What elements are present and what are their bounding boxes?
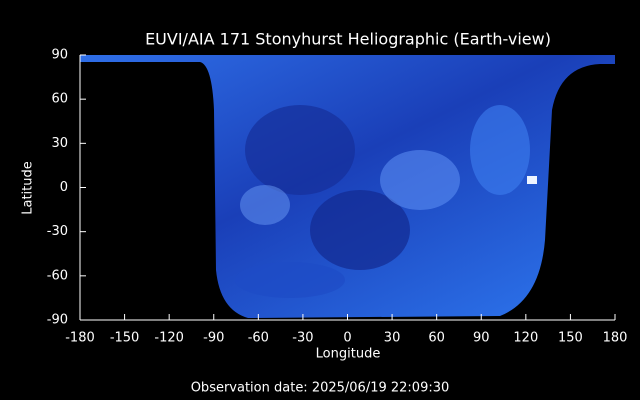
x-tick-label: 30 [384,331,401,346]
y-tick-label: 60 [51,92,68,107]
x-axis-label: Longitude [316,347,381,362]
map-texture [245,105,355,195]
x-tick-label: 60 [428,331,445,346]
x-tick-label: 150 [558,331,583,346]
map-texture [235,262,345,298]
map-texture [527,176,537,184]
y-tick-label: 0 [60,180,68,195]
map-image [80,55,615,318]
y-tick-label: 30 [51,136,68,151]
x-tick-label: 120 [513,331,538,346]
y-tick-label: -90 [47,313,68,328]
x-tick-label: -30 [292,331,313,346]
x-tick-label: -150 [110,331,140,346]
x-tick-label: -120 [154,331,184,346]
map-texture [380,150,460,210]
x-tick-label: -60 [248,331,269,346]
x-tick-label: 90 [473,331,490,346]
chart-title: EUVI/AIA 171 Stonyhurst Heliographic (Ea… [145,30,551,49]
x-tick-label: 0 [343,331,351,346]
y-tick-label: -30 [47,224,68,239]
y-tick-label: -60 [47,268,68,283]
y-tick-label: 90 [51,48,68,63]
x-tick-label: -180 [65,331,95,346]
footer: Observation date: 2025/06/19 22:09:30 [191,381,450,396]
x-tick-label: -90 [203,331,224,346]
map-texture [470,105,530,195]
y-axis-label: Latitude [21,161,36,215]
map-texture [310,190,410,270]
map-texture [240,185,290,225]
x-tick-label: 180 [603,331,628,346]
